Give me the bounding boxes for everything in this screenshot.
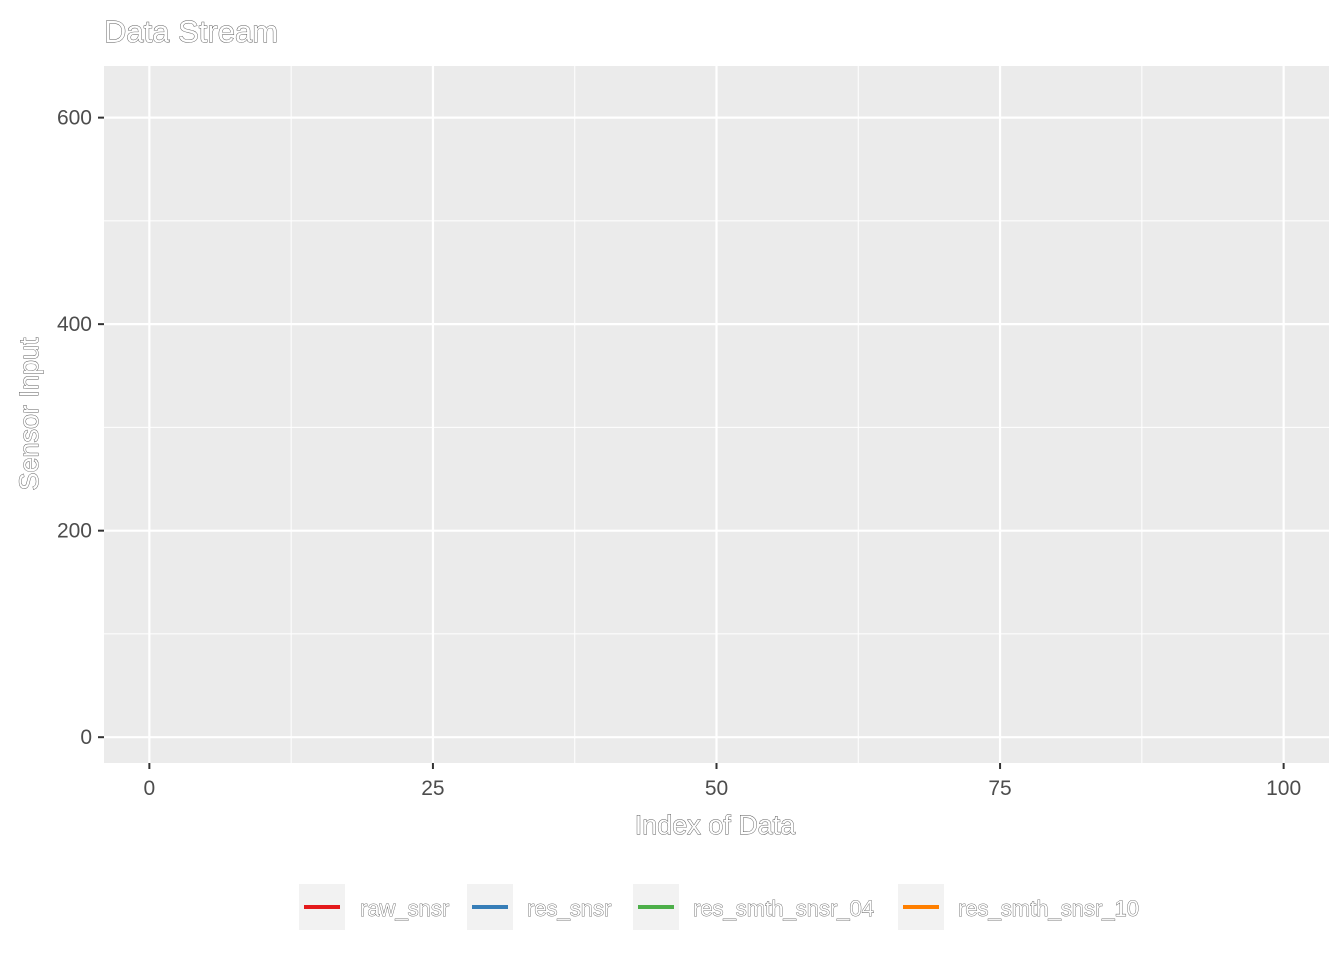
chart-title: Data Stream bbox=[104, 14, 278, 49]
legend-label: raw_snsr bbox=[360, 896, 449, 921]
x-tick-label: 0 bbox=[144, 777, 156, 800]
y-axis: 0 200 400 600 bbox=[57, 107, 104, 749]
x-tick-label: 25 bbox=[421, 777, 444, 800]
x-axis-title: Index of Data bbox=[635, 810, 797, 840]
legend-label: res_smth_snsr_10 bbox=[958, 896, 1139, 921]
y-axis-title: Sensor Input bbox=[14, 337, 44, 491]
legend-label: res_snsr bbox=[527, 896, 611, 921]
x-axis: 0 25 50 75 100 bbox=[144, 763, 1301, 800]
y-tick-label: 400 bbox=[57, 313, 92, 336]
x-tick-label: 75 bbox=[988, 777, 1011, 800]
x-tick-label: 50 bbox=[705, 777, 728, 800]
x-tick-label: 100 bbox=[1266, 777, 1301, 800]
legend: raw_snsr res_snsr res_smth_snsr_04 res_smth… bbox=[299, 884, 1139, 930]
legend-label: res_smth_snsr_04 bbox=[693, 896, 874, 921]
gridlines bbox=[104, 66, 1329, 763]
y-tick-label: 0 bbox=[80, 726, 92, 749]
y-tick-label: 200 bbox=[57, 520, 92, 543]
y-tick-label: 600 bbox=[57, 107, 92, 130]
